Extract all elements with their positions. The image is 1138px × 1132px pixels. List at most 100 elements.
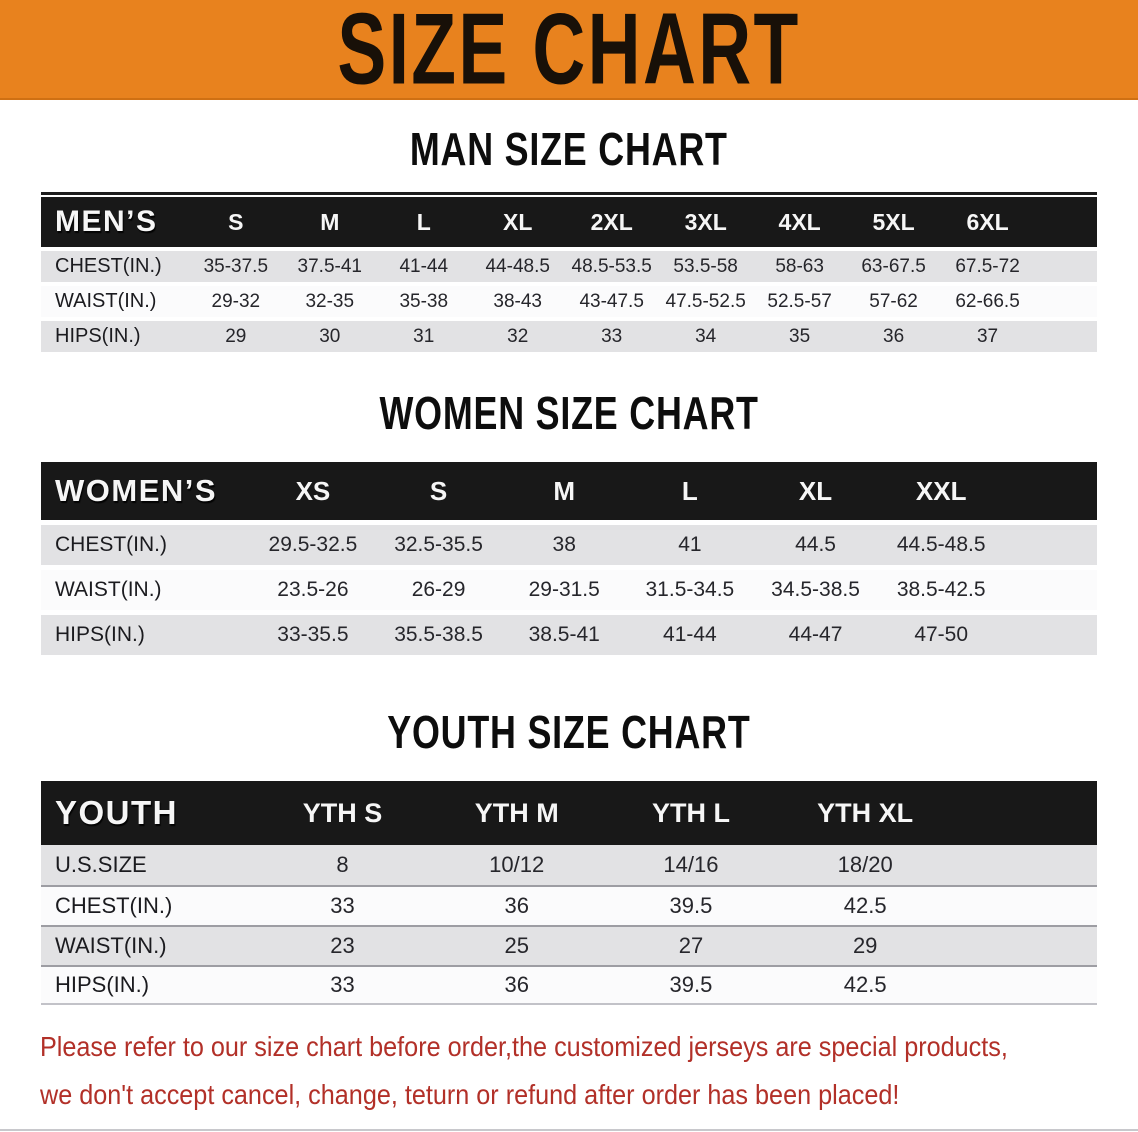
measurement-value: 58-63 bbox=[775, 255, 824, 277]
men-size-table: MEN’S S M L XL 2XL 3XL 4XL 5XL 6XL CHEST(IN.) 35-37… bbox=[41, 192, 1097, 352]
measurement-value: 53.5-58 bbox=[673, 255, 738, 277]
banner-title: SIZE CHART bbox=[337, 0, 801, 106]
measurement-value: 30 bbox=[319, 325, 341, 347]
measurement-row: CHEST(IN.) 35-37.5 37.5-41 41-44 44-48.5 48.5… bbox=[41, 251, 1097, 282]
measurement-value: 63-67.5 bbox=[861, 255, 926, 277]
measurement-value: 14/16 bbox=[663, 852, 719, 877]
measurement-label: HIPS(IN.) bbox=[55, 623, 145, 646]
measurement-value: 42.5 bbox=[843, 972, 887, 997]
disclaimer-line-2: we don't accept cancel, change, teturn o… bbox=[40, 1079, 900, 1110]
size-column-header: L bbox=[681, 475, 698, 506]
size-column-header: 5XL bbox=[872, 208, 915, 235]
measurement-label: CHEST(IN.) bbox=[55, 255, 162, 277]
measurement-value: 32.5-35.5 bbox=[394, 533, 483, 556]
measurement-value: 67.5-72 bbox=[955, 255, 1020, 277]
measurement-value: 36 bbox=[504, 972, 529, 997]
measurement-value: 44.5-48.5 bbox=[896, 533, 986, 556]
size-column-header: YTH S bbox=[302, 797, 383, 828]
size-column-header: XL bbox=[503, 208, 533, 235]
measurement-value: 33 bbox=[330, 893, 355, 918]
size-column-header: 2XL bbox=[590, 208, 633, 235]
size-table-header-row: YOUTH YTH S YTH M YTH L YTH XL bbox=[41, 781, 1097, 845]
measurement-value: 38-43 bbox=[493, 290, 543, 312]
women-size-chart-section: WOMEN SIZE CHART WOMEN’S XS S M L XL XXL CHEST(… bbox=[0, 390, 1138, 655]
measurement-value: 32 bbox=[507, 325, 529, 347]
measurement-value: 62-66.5 bbox=[955, 290, 1020, 312]
measurement-value: 26-29 bbox=[411, 578, 466, 601]
measurement-value: 36 bbox=[883, 325, 905, 347]
measurement-value: 44-48.5 bbox=[485, 255, 550, 277]
measurement-value: 44-47 bbox=[788, 623, 843, 646]
measurement-value: 32-35 bbox=[305, 290, 355, 312]
men-size-chart-section: MAN SIZE CHART MEN’S S M L XL 2XL 3XL 4XL 5XL 6XL… bbox=[0, 126, 1138, 352]
measurement-value: 39.5 bbox=[669, 972, 713, 997]
measurement-value: 38 bbox=[552, 533, 576, 556]
measurement-row: HIPS(IN.) 33-35.5 35.5-38.5 38.5-41 41-44 44-… bbox=[41, 615, 1097, 655]
measurement-value: 35-38 bbox=[399, 290, 449, 312]
measurement-label: WAIST(IN.) bbox=[55, 933, 167, 958]
measurement-value: 38.5-42.5 bbox=[896, 578, 986, 601]
measurement-value: 47-50 bbox=[914, 623, 969, 646]
measurement-value: 35 bbox=[789, 325, 811, 347]
measurement-label: HIPS(IN.) bbox=[55, 972, 150, 997]
measurement-row: WAIST(IN.) 23 25 27 29 bbox=[41, 925, 1097, 965]
size-column-header: XL bbox=[798, 475, 833, 506]
measurement-value: 25 bbox=[504, 933, 529, 958]
measurement-row: WAIST(IN.) 23.5-26 26-29 29-31.5 31.5-34.5 34… bbox=[41, 570, 1097, 610]
size-column-header: L bbox=[416, 208, 431, 235]
measurement-value: 41-44 bbox=[663, 623, 717, 646]
measurement-value: 42.5 bbox=[843, 893, 887, 918]
measurement-label: CHEST(IN.) bbox=[55, 893, 173, 918]
measurement-value: 33 bbox=[601, 325, 623, 347]
size-column-header: YTH L bbox=[651, 797, 730, 828]
women-section-heading: WOMEN SIZE CHART bbox=[379, 387, 759, 439]
measurement-value: 34.5-38.5 bbox=[771, 578, 860, 601]
table-category-label: WOMEN’S bbox=[55, 473, 218, 508]
youth-size-chart-section: YOUTH SIZE CHART YOUTH YTH S YTH M YTH L YTH… bbox=[0, 709, 1138, 1005]
measurement-value: 39.5 bbox=[669, 893, 713, 918]
size-table-header-row: WOMEN’S XS S M L XL XXL bbox=[41, 462, 1097, 520]
size-table-header-row: MEN’S S M L XL 2XL 3XL 4XL 5XL 6XL bbox=[41, 197, 1097, 247]
measurement-value: 41 bbox=[678, 533, 702, 556]
bottom-edge-divider bbox=[0, 1129, 1138, 1131]
youth-section-heading: YOUTH SIZE CHART bbox=[387, 706, 751, 758]
measurement-value: 8 bbox=[336, 852, 349, 877]
measurement-row: CHEST(IN.) 33 36 39.5 42.5 bbox=[41, 885, 1097, 925]
measurement-row: U.S.SIZE 8 10/12 14/16 18/20 bbox=[41, 845, 1097, 885]
measurement-value: 31.5-34.5 bbox=[645, 578, 735, 601]
size-column-header: XS bbox=[295, 475, 331, 506]
women-size-table: WOMEN’S XS S M L XL XXL CHEST(IN.) 29.5-32.5 32.5… bbox=[41, 462, 1097, 655]
measurement-value: 47.5-52.5 bbox=[665, 290, 746, 312]
measurement-value: 57-62 bbox=[869, 290, 918, 312]
measurement-value: 29-31.5 bbox=[528, 578, 600, 601]
size-column-header: XXL bbox=[915, 475, 967, 506]
measurement-value: 34 bbox=[695, 325, 717, 347]
measurement-value: 31 bbox=[413, 325, 435, 347]
size-column-header: M bbox=[320, 208, 340, 235]
measurement-row: CHEST(IN.) 29.5-32.5 32.5-35.5 38 41 44.5 44.5… bbox=[41, 525, 1097, 565]
size-column-header: S bbox=[429, 475, 448, 506]
measurement-value: 29-32 bbox=[211, 290, 261, 312]
measurement-value: 48.5-53.5 bbox=[571, 255, 652, 277]
measurement-label: HIPS(IN.) bbox=[55, 325, 141, 347]
measurement-value: 36 bbox=[504, 893, 529, 918]
banner: SIZE CHART bbox=[0, 0, 1138, 100]
men-section-heading: MAN SIZE CHART bbox=[410, 123, 728, 175]
measurement-row: HIPS(IN.) 33 36 39.5 42.5 bbox=[41, 965, 1097, 1005]
disclaimer-line-1: Please refer to our size chart before or… bbox=[40, 1031, 1008, 1062]
measurement-value: 29 bbox=[852, 933, 878, 958]
measurement-value: 37.5-41 bbox=[297, 255, 362, 277]
measurement-value: 52.5-57 bbox=[767, 290, 832, 312]
size-column-header: M bbox=[553, 475, 576, 506]
disclaimer: Please refer to our size chart before or… bbox=[40, 1023, 1138, 1119]
measurement-value: 18/20 bbox=[837, 852, 893, 877]
measurement-value: 23.5-26 bbox=[277, 578, 349, 601]
size-column-header: 6XL bbox=[966, 208, 1009, 235]
measurement-label: CHEST(IN.) bbox=[55, 533, 167, 556]
table-category-label: YOUTH bbox=[55, 794, 178, 831]
measurement-label: WAIST(IN.) bbox=[55, 290, 157, 312]
size-column-header: YTH M bbox=[474, 797, 559, 828]
table-category-label: MEN’S bbox=[55, 205, 158, 238]
measurement-value: 37 bbox=[976, 325, 999, 347]
measurement-value: 35-37.5 bbox=[203, 255, 269, 277]
